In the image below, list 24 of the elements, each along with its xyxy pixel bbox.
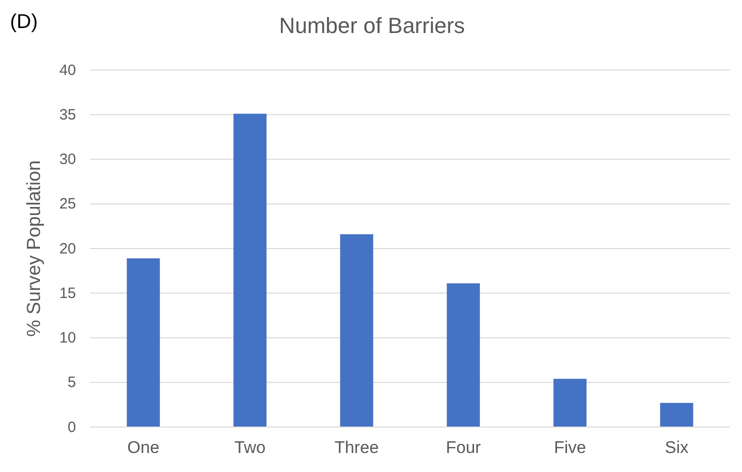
x-tick-label: Two	[234, 438, 266, 458]
bar	[340, 234, 374, 427]
bar	[233, 114, 267, 427]
x-tick-label: Five	[554, 438, 586, 458]
text: (D)	[10, 11, 38, 33]
y-tick-label: 35	[59, 106, 76, 124]
bar	[126, 258, 160, 427]
y-tick-label: 10	[59, 330, 76, 347]
bar	[660, 402, 694, 427]
chart-title: Number of Barriers	[279, 13, 465, 38]
x-tick-label: Four	[446, 438, 482, 458]
y-tick-label: 40	[59, 62, 76, 79]
x-tick-label: Three	[334, 438, 379, 458]
y-tick-label: 20	[59, 240, 76, 258]
y-tick-label: 25	[59, 196, 76, 213]
y-tick-label: 5	[68, 374, 76, 392]
x-tick-label: Six	[664, 438, 689, 458]
bar	[446, 283, 480, 427]
y-tick-label: 0	[68, 418, 76, 436]
y-axis-title: % Survey Population	[24, 160, 45, 337]
y-tick-label: 30	[59, 151, 76, 168]
y-tick-label: 15	[59, 284, 76, 302]
x-tick-label: One	[127, 438, 160, 458]
bar	[553, 378, 587, 427]
